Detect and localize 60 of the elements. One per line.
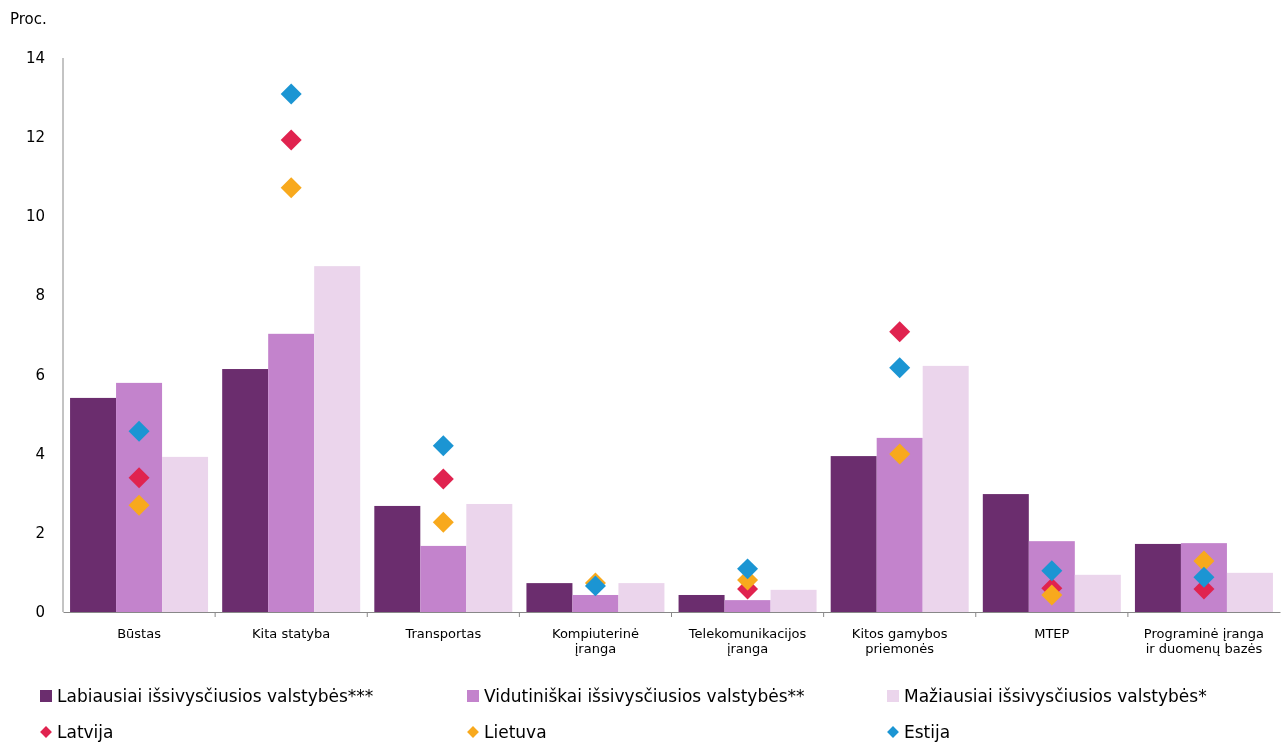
point xyxy=(128,420,150,442)
point xyxy=(128,467,150,489)
bar xyxy=(374,505,421,612)
x-tick-label: MTEP xyxy=(1034,626,1070,642)
legend-label: Mažiausiai išsivysčiusios valstybės* xyxy=(904,686,1207,706)
bar xyxy=(1074,574,1121,612)
point xyxy=(1041,584,1063,606)
x-tick-label: Kompiuterinė įranga xyxy=(551,626,639,657)
bar xyxy=(268,333,315,612)
x-tick-label: Telekomunikacijos įranga xyxy=(687,626,807,657)
legend-label: Estija xyxy=(904,722,951,742)
bar xyxy=(982,494,1029,612)
x-tick-label: Transportas xyxy=(404,626,482,642)
point xyxy=(432,468,454,490)
bar xyxy=(526,583,573,612)
bar xyxy=(466,503,513,612)
point xyxy=(1193,550,1215,572)
x-tick-label: Būstas xyxy=(117,626,162,642)
legend-label: Lietuva xyxy=(484,722,547,742)
point xyxy=(737,558,759,580)
legend-label: Labiausiai išsivysčiusios valstybės*** xyxy=(57,686,374,706)
bar xyxy=(116,382,163,612)
point xyxy=(889,321,911,343)
point xyxy=(889,443,911,465)
bar xyxy=(1134,543,1181,612)
y-tick-label: 2 xyxy=(35,523,45,542)
legend-label: Latvija xyxy=(57,722,114,742)
point xyxy=(889,357,911,379)
bar xyxy=(1226,572,1273,612)
point xyxy=(280,83,302,105)
bar xyxy=(830,456,877,612)
x-tick-label: Programinė įranga ir duomenų bazės xyxy=(1143,626,1265,657)
bar xyxy=(222,369,269,612)
bar xyxy=(678,594,725,612)
y-tick-label: 12 xyxy=(25,128,45,147)
point xyxy=(128,494,150,516)
bar xyxy=(876,437,923,612)
bar xyxy=(314,266,361,612)
y-tick-label: 14 xyxy=(25,49,45,67)
x-tick-label: Kitos gamybos priemonės xyxy=(851,626,948,657)
legend-label: Vidutiniškai išsivysčiusios valstybės** xyxy=(484,686,805,706)
x-tick-label: Kita statyba xyxy=(252,626,331,642)
point xyxy=(432,435,454,457)
y-tick-label: 10 xyxy=(25,207,45,226)
bar xyxy=(770,589,817,612)
bar xyxy=(922,365,969,612)
y-axis-title: Proc. xyxy=(10,10,47,28)
y-tick-label: 4 xyxy=(35,444,45,463)
y-tick-label: 0 xyxy=(35,603,45,621)
bar xyxy=(162,456,209,612)
point xyxy=(280,129,302,151)
bar xyxy=(420,545,467,612)
bar xyxy=(724,600,771,612)
bar xyxy=(572,594,619,612)
bar xyxy=(618,583,665,612)
bar xyxy=(70,397,117,612)
y-tick-label: 6 xyxy=(35,365,45,384)
point xyxy=(432,511,454,533)
y-tick-label: 8 xyxy=(35,286,45,305)
point xyxy=(280,177,302,199)
